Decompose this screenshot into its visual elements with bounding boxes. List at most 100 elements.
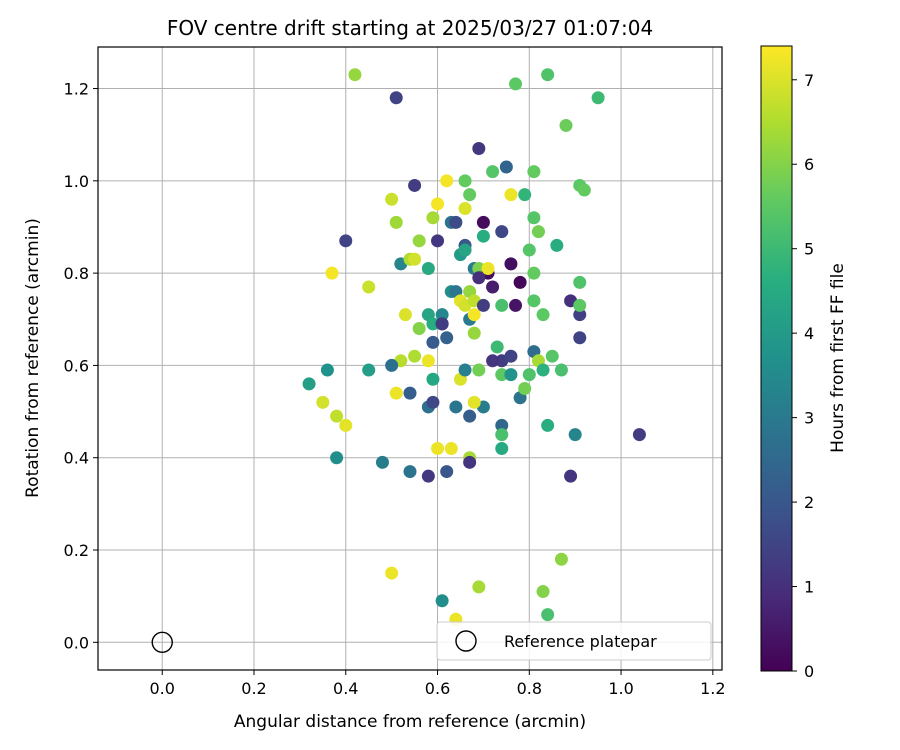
colorbar-tick-label: 2	[804, 493, 814, 512]
data-point	[632, 428, 646, 442]
reference-marker	[151, 631, 173, 654]
data-point	[389, 386, 403, 400]
y-tick-label: 0.8	[64, 264, 89, 283]
data-point	[444, 441, 458, 455]
data-point	[385, 358, 399, 372]
data-points	[302, 68, 646, 626]
data-point	[458, 202, 472, 216]
data-point	[412, 322, 426, 336]
x-tick-label: 0.2	[241, 679, 266, 698]
y-axis-label: Rotation from reference (arcmin)	[23, 218, 43, 498]
data-point	[408, 178, 422, 192]
data-point	[458, 243, 472, 257]
reference-platepar-marker	[151, 631, 173, 654]
data-point	[495, 298, 509, 312]
legend-marker	[455, 630, 477, 652]
data-point	[495, 418, 509, 432]
data-point	[431, 197, 445, 211]
data-point	[495, 441, 509, 455]
data-point	[527, 266, 541, 280]
y-tick-label: 0.0	[64, 633, 89, 652]
data-point	[495, 225, 509, 239]
data-point	[440, 465, 454, 479]
data-point	[408, 252, 422, 266]
data-point	[476, 229, 490, 243]
data-point	[449, 400, 463, 414]
data-point	[458, 363, 472, 377]
colorbar-tick-label: 6	[804, 155, 814, 174]
data-point	[573, 275, 587, 289]
data-point	[435, 594, 449, 608]
data-point	[573, 331, 587, 345]
data-point	[389, 91, 403, 105]
data-point	[435, 317, 449, 331]
data-point	[385, 192, 399, 206]
x-tick-label: 1.2	[700, 679, 725, 698]
colorbar-tick-label: 0	[804, 662, 814, 681]
data-point	[362, 280, 376, 294]
data-point	[325, 266, 339, 280]
data-point	[504, 368, 518, 382]
data-point	[467, 308, 481, 322]
data-point	[426, 395, 440, 409]
data-point	[426, 335, 440, 349]
data-point	[591, 91, 605, 105]
x-tick-label: 0.0	[150, 679, 175, 698]
data-point	[522, 243, 536, 257]
data-point	[403, 465, 417, 479]
data-point	[568, 428, 582, 442]
data-point	[375, 455, 389, 469]
data-point	[504, 188, 518, 202]
data-point	[481, 262, 495, 276]
data-point	[449, 215, 463, 229]
data-point	[541, 608, 555, 622]
y-tick-label: 0.4	[64, 449, 89, 468]
x-tick-label: 0.6	[425, 679, 450, 698]
data-point	[554, 363, 568, 377]
data-point	[527, 211, 541, 225]
chart-title: FOV centre drift starting at 2025/03/27 …	[167, 16, 653, 40]
data-point	[440, 174, 454, 188]
data-point	[531, 225, 545, 239]
data-point	[509, 77, 523, 91]
data-point	[573, 298, 587, 312]
data-point	[527, 294, 541, 308]
data-point	[495, 368, 509, 382]
data-point	[541, 68, 555, 82]
colorbar-tick-label: 5	[804, 240, 814, 259]
data-point	[339, 418, 353, 432]
data-point	[398, 308, 412, 322]
colorbar-tick-label: 3	[804, 409, 814, 428]
data-point	[431, 234, 445, 248]
x-tick-label: 0.8	[517, 679, 542, 698]
y-tick-label: 1.0	[64, 172, 89, 191]
plot-frame	[97, 46, 723, 671]
data-point	[435, 308, 449, 322]
grid-lines	[98, 47, 722, 670]
data-point	[476, 215, 490, 229]
data-point	[431, 441, 445, 455]
colorbar-tick-label: 1	[804, 578, 814, 597]
data-point	[518, 381, 532, 395]
data-point	[518, 188, 532, 202]
data-point	[339, 234, 353, 248]
colorbar: 0 1 2 3 4 5 6 7 Hours from first FF file	[760, 45, 848, 681]
data-point	[421, 262, 435, 276]
legend: Reference platepar	[436, 621, 712, 661]
data-point	[554, 552, 568, 566]
data-point	[467, 326, 481, 340]
data-point	[426, 317, 440, 331]
data-point	[541, 418, 555, 432]
x-axis-ticks: 0.0 0.2 0.4 0.6 0.8 1.0 1.2	[150, 670, 726, 698]
colorbar-ticks: 0 1 2 3 4 5 6 7	[792, 71, 814, 681]
x-axis-label: Angular distance from reference (arcmin)	[234, 712, 586, 732]
legend-label: Reference platepar	[504, 632, 657, 651]
data-point	[472, 363, 486, 377]
data-point	[472, 271, 486, 285]
data-point	[490, 340, 504, 354]
data-point	[421, 354, 435, 368]
data-point	[426, 211, 440, 225]
data-point	[504, 349, 518, 363]
data-point	[522, 368, 536, 382]
data-point	[385, 566, 399, 580]
